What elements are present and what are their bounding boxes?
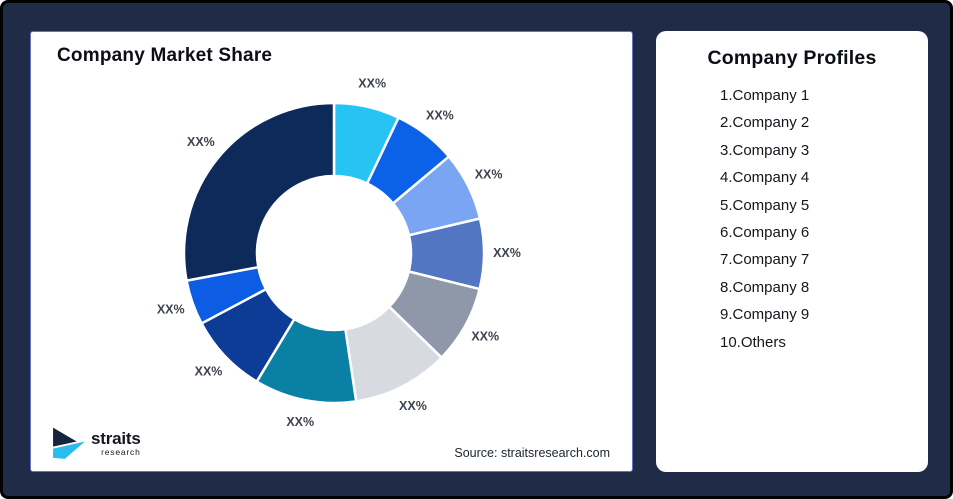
donut-segment-label: XX%	[399, 399, 427, 413]
donut-segment-label: XX%	[187, 135, 215, 149]
profile-list-item: 4.Company 4	[720, 169, 810, 187]
straits-research-logo: straits research	[51, 425, 141, 461]
profile-list-item: 3.Company 3	[720, 141, 810, 159]
source-note: Source: straitsresearch.com	[454, 446, 610, 460]
logo-text: straits research	[91, 430, 141, 457]
profile-list-item: 6.Company 6	[720, 224, 810, 242]
profile-list-item: 7.Company 7	[720, 251, 810, 269]
profile-list-item: 5.Company 5	[720, 196, 810, 214]
straits-logo-icon	[53, 427, 85, 459]
logo-cyan-arrow-icon	[53, 441, 85, 459]
donut-segment-label: XX%	[471, 329, 499, 343]
profile-list-item: 10.Others	[720, 333, 786, 351]
profile-list-item: 8.Company 8	[720, 278, 810, 296]
company-profiles-list: 1.Company 1 2.Company 2 3.Company 3 4.Compa…	[656, 82, 928, 356]
donut-segment-label: XX%	[475, 168, 503, 182]
donut-segment-label: XX%	[286, 415, 314, 429]
logo-sub-text: research	[101, 446, 141, 457]
donut-segment-label: XX%	[426, 109, 454, 123]
profile-list-item: 1.Company 1	[720, 87, 810, 104]
donut-segment-label: XX%	[157, 302, 185, 316]
logo-navy-arrow-icon	[53, 427, 77, 447]
profile-list-item: 9.Company 9	[720, 306, 810, 324]
donut-segment-label: XX%	[493, 246, 521, 260]
profile-list-item: 2.Company 2	[720, 114, 810, 132]
company-profiles-card: Company Profiles 1.Company 1 2.Company 2 3…	[656, 31, 928, 472]
company-profiles-title: Company Profiles	[707, 47, 877, 69]
donut-segment-label: XX%	[358, 77, 386, 91]
market-share-card: Company Market Share XX% XX% XX% XX% XX% XX% X…	[30, 31, 633, 472]
market-share-title: Company Market Share	[57, 45, 273, 66]
logo-brand-text: straits	[91, 428, 141, 448]
donut-segment-label: XX%	[195, 364, 223, 378]
market-share-donut-chart: XX% XX% XX% XX% XX% XX% XX% XX% XX% XX%	[157, 77, 521, 429]
donut-segment-10	[182, 101, 336, 282]
